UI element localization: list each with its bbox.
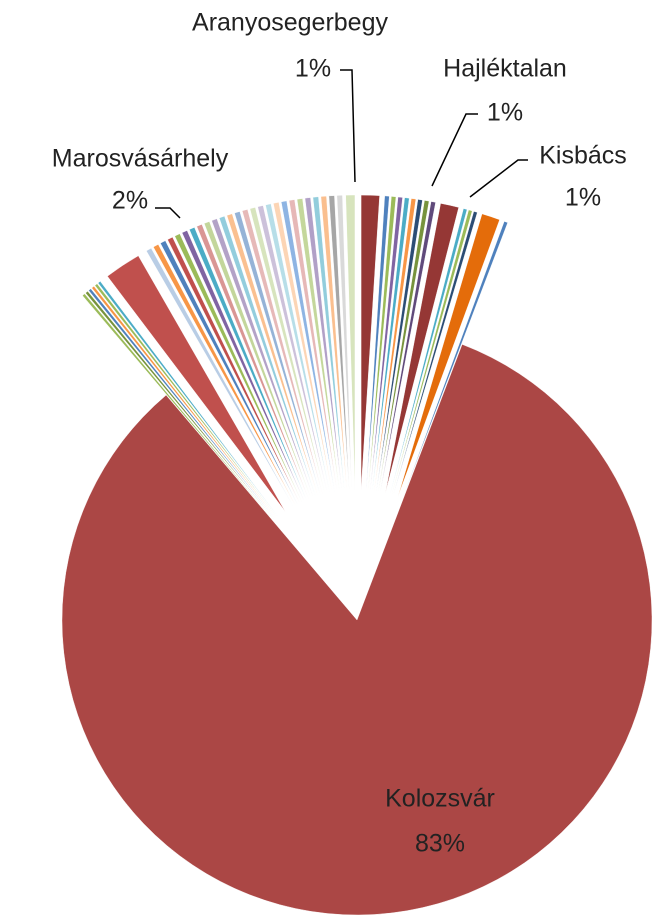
pie-slice [211, 218, 314, 498]
slice-value-label: 1% [565, 184, 601, 212]
slice-label: Kisbács [539, 142, 627, 170]
pie-slice [107, 255, 286, 512]
pie-slice [345, 194, 356, 491]
slice-value-label: 1% [295, 55, 331, 83]
pie-slice [376, 199, 423, 492]
pie [61, 194, 653, 916]
pie-slice [249, 207, 326, 495]
pie-slice [372, 197, 410, 491]
pie-slice [296, 198, 340, 492]
pie-slice [320, 195, 347, 491]
pie-slice [336, 195, 352, 491]
pie-slice [378, 200, 430, 492]
pie-slice [365, 195, 390, 491]
pie-slice [370, 196, 403, 491]
leader-line [155, 207, 181, 219]
pie-slice [226, 213, 319, 497]
pie-slice [328, 195, 350, 491]
pie-slice [385, 203, 459, 494]
pie-slice [360, 194, 380, 491]
slice-label: Hajléktalan [443, 55, 567, 83]
pie-slice [380, 201, 436, 493]
pie-slice [257, 205, 328, 494]
pie-slice [280, 200, 335, 492]
pie-slice [391, 209, 473, 495]
pie-slice [196, 224, 309, 500]
pie-slice [97, 281, 279, 517]
pie-slice [174, 233, 303, 503]
pie-slice [181, 230, 305, 502]
slice-label: Marosvásárhely [52, 145, 229, 173]
slice-label: Aranyosegerbegy [192, 9, 388, 37]
pie-slice [167, 236, 300, 504]
pie-slice [402, 221, 508, 499]
pie-slice [91, 285, 277, 519]
pie-slice [393, 211, 478, 496]
pie-slice [304, 197, 343, 491]
slice-value-label: 1% [487, 99, 523, 127]
pie-slice [397, 213, 500, 497]
pie-slice [82, 293, 274, 521]
pie-slice [273, 202, 333, 493]
pie-slice [160, 240, 298, 505]
pie-slice [85, 290, 275, 520]
leader-line [469, 159, 528, 198]
pie-slice [374, 198, 417, 492]
pie-slice [288, 199, 338, 492]
pie-slice [189, 227, 307, 501]
pie-slice [218, 215, 316, 497]
leader-line [340, 69, 356, 183]
pie-slice [234, 211, 321, 496]
pie-slice [265, 203, 331, 493]
pie-slice [203, 221, 312, 499]
pie-slice [88, 288, 276, 520]
pie-slice [146, 247, 294, 507]
pie-slice [312, 196, 345, 491]
pie-slice [368, 196, 397, 491]
pie-slice [61, 344, 653, 916]
pie-slice [153, 244, 296, 506]
pie-slice [389, 208, 468, 495]
slice-label: Kolozsvár [385, 785, 495, 813]
leader-line [431, 113, 478, 187]
pie-slice [241, 209, 323, 495]
slice-value-label: 83% [415, 830, 465, 858]
pie-slice [94, 283, 278, 518]
slice-value-label: 2% [112, 187, 148, 215]
